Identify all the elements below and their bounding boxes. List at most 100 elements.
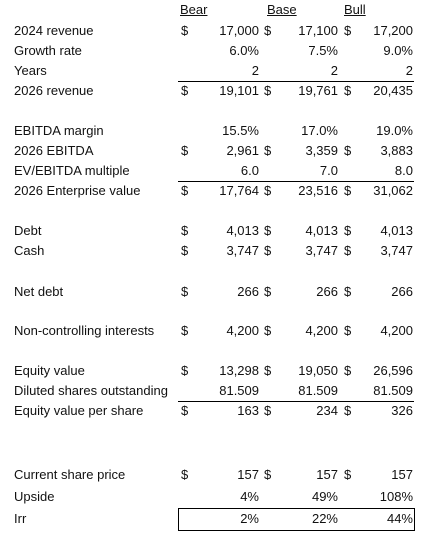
cell-value: 2 [405, 63, 413, 78]
cell-value: 157 [237, 467, 259, 482]
row-label: Current share price [14, 467, 126, 482]
cell-value: 157 [316, 467, 338, 482]
currency-symbol: $ [264, 83, 272, 98]
currency-symbol: $ [181, 284, 189, 299]
cell-value: 26,596 [373, 363, 413, 378]
cell-value: 20,435 [373, 83, 413, 98]
currency-symbol: $ [264, 363, 272, 378]
cell-value: 19,761 [298, 83, 338, 98]
currency-symbol: $ [344, 143, 352, 158]
currency-symbol: $ [264, 284, 272, 299]
row-label: Upside [14, 489, 55, 504]
cell-value: 23,516 [298, 183, 338, 198]
cell-value: 326 [391, 403, 413, 418]
cell-value: 44% [386, 511, 413, 526]
cell-value: 157 [391, 467, 413, 482]
currency-symbol: $ [344, 403, 352, 418]
row-label: Cash [14, 243, 45, 258]
cell-value: 17.0% [301, 123, 338, 138]
currency-symbol: $ [181, 323, 189, 338]
cell-value: 15.5% [222, 123, 259, 138]
row-label: EV/EBITDA multiple [14, 163, 130, 178]
row-label: Net debt [14, 284, 64, 299]
cell-value: 31,062 [373, 183, 413, 198]
cell-value: 2% [240, 511, 259, 526]
cell-value: 13,298 [219, 363, 259, 378]
cell-value: 3,747 [380, 243, 413, 258]
currency-symbol: $ [181, 183, 189, 198]
row-label: Irr [14, 511, 27, 526]
currency-symbol: $ [344, 83, 352, 98]
currency-symbol: $ [344, 23, 352, 38]
cell-value: 3,747 [305, 243, 338, 258]
row-label: Equity value [14, 363, 85, 378]
cell-value: 49% [311, 489, 338, 504]
cell-value: 19.0% [376, 123, 413, 138]
row-label: Debt [14, 223, 42, 238]
currency-symbol: $ [181, 467, 189, 482]
column-header: Base [267, 2, 297, 17]
cell-value: 19,101 [219, 83, 259, 98]
cell-value: 4,013 [226, 223, 259, 238]
cell-value: 266 [391, 284, 413, 299]
cell-value: 19,050 [298, 363, 338, 378]
cell-value: 8.0 [394, 163, 413, 178]
cell-value: 3,359 [305, 143, 338, 158]
row-label: Years [14, 63, 47, 78]
row-label: 2026 revenue [14, 83, 94, 98]
cell-value: 4,200 [305, 323, 338, 338]
currency-symbol: $ [181, 243, 189, 258]
currency-symbol: $ [344, 223, 352, 238]
cell-value: 3,747 [226, 243, 259, 258]
cell-value: 234 [316, 403, 338, 418]
cell-value: 4,013 [305, 223, 338, 238]
currency-symbol: $ [344, 183, 352, 198]
currency-symbol: $ [344, 243, 352, 258]
cell-value: 17,200 [373, 23, 413, 38]
cell-value: 81.509 [219, 383, 259, 398]
row-label: 2026 EBITDA [14, 143, 94, 158]
currency-symbol: $ [181, 403, 189, 418]
cell-value: 17,764 [219, 183, 259, 198]
currency-symbol: $ [344, 284, 352, 299]
cell-value: 17,100 [298, 23, 338, 38]
currency-symbol: $ [264, 223, 272, 238]
cell-value: 4,200 [226, 323, 259, 338]
row-label: Equity value per share [14, 403, 144, 418]
cell-value: 81.509 [373, 383, 413, 398]
cell-value: 6.0 [240, 163, 259, 178]
currency-symbol: $ [181, 83, 189, 98]
cell-value: 4% [240, 489, 259, 504]
cell-value: 3,883 [380, 143, 413, 158]
cell-value: 2 [330, 63, 338, 78]
cell-value: 6.0% [229, 43, 259, 58]
column-header: Bull [344, 2, 366, 17]
cell-value: 17,000 [219, 23, 259, 38]
currency-symbol: $ [264, 467, 272, 482]
row-label: Growth rate [14, 43, 82, 58]
column-header: Bear [180, 2, 208, 17]
cell-value: 81.509 [298, 383, 338, 398]
currency-symbol: $ [264, 143, 272, 158]
rule [178, 81, 414, 82]
cell-value: 9.0% [383, 43, 413, 58]
rule [178, 181, 414, 182]
rule [178, 401, 414, 402]
currency-symbol: $ [264, 183, 272, 198]
cell-value: 108% [379, 489, 413, 504]
row-label: 2026 Enterprise value [14, 183, 141, 198]
currency-symbol: $ [344, 323, 352, 338]
cell-value: 7.0 [319, 163, 338, 178]
currency-symbol: $ [264, 23, 272, 38]
cell-value: 266 [237, 284, 259, 299]
cell-value: 2,961 [226, 143, 259, 158]
currency-symbol: $ [181, 223, 189, 238]
highlight-box [178, 508, 415, 531]
currency-symbol: $ [181, 363, 189, 378]
cell-value: 4,200 [380, 323, 413, 338]
cell-value: 163 [237, 403, 259, 418]
cell-value: 4,013 [380, 223, 413, 238]
currency-symbol: $ [181, 143, 189, 158]
row-label: 2024 revenue [14, 23, 94, 38]
